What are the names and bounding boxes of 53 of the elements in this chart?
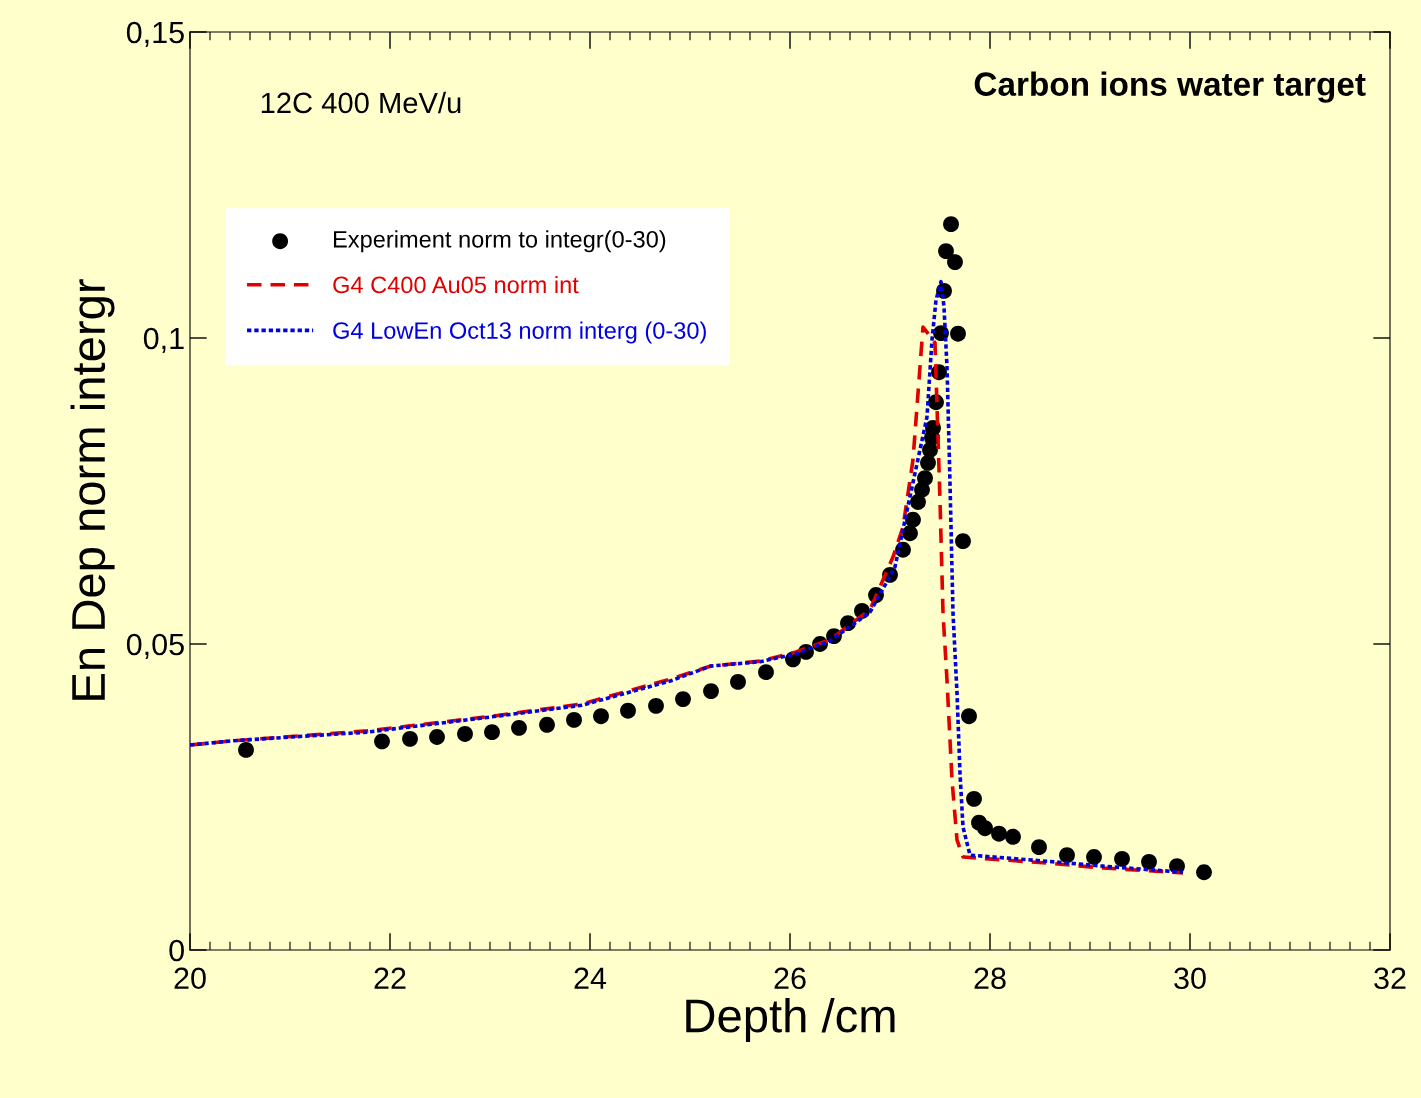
- point: [1059, 847, 1075, 864]
- x-axis-title: Depth /cm: [686, 997, 895, 1042]
- point: [905, 511, 921, 528]
- y-tick-label: 0: [169, 939, 184, 962]
- point: [566, 711, 582, 728]
- point: [730, 674, 746, 690]
- point: [920, 454, 936, 471]
- point: [238, 741, 254, 758]
- point: [991, 825, 1007, 842]
- point: [943, 216, 959, 233]
- point: [1086, 849, 1102, 865]
- annotation: 12C 400 MeV/u: [261, 91, 461, 114]
- point: [977, 820, 993, 837]
- point: [955, 533, 971, 550]
- point: [593, 708, 609, 725]
- point: [1031, 839, 1047, 856]
- point: [374, 733, 390, 750]
- point: [1141, 853, 1157, 870]
- x-tick-label: 26: [774, 967, 806, 990]
- point: [947, 254, 963, 271]
- point: [402, 730, 418, 747]
- y-tick-label: 0,15: [126, 21, 184, 47]
- point: [950, 325, 966, 342]
- x-tick-label: 22: [374, 967, 406, 989]
- point: [758, 664, 774, 681]
- x-tick-label: 28: [974, 967, 1006, 990]
- point: [648, 697, 664, 714]
- point: [457, 726, 473, 742]
- point: [675, 691, 691, 707]
- point: [620, 702, 636, 719]
- point: [539, 716, 555, 733]
- point: [703, 683, 719, 700]
- point: [484, 724, 500, 741]
- point: [511, 719, 527, 736]
- text: Carbon ions water target: [974, 71, 1366, 103]
- x-tick-label: 24: [574, 967, 607, 989]
- x-tick-label: 30: [1174, 967, 1206, 990]
- legend-label: Experiment norm to integr(0-30): [333, 230, 666, 253]
- point: [917, 470, 933, 487]
- legend-label: G4 LowEn Oct13 norm interg (0-30): [333, 321, 706, 344]
- point: [1005, 828, 1021, 845]
- point: [938, 243, 954, 260]
- y-tick-label: 0,05: [126, 633, 184, 659]
- point: [1114, 850, 1130, 867]
- legend-label: G4 C400 Au05 norm int: [333, 275, 579, 294]
- point: [961, 708, 977, 725]
- y-axis-title: En Dep norm intergr: [70, 279, 115, 700]
- x-tick-label: 32: [1374, 967, 1406, 990]
- y-tick-label: 0,1: [143, 327, 184, 353]
- x-tick-label: 20: [174, 967, 206, 990]
- point: [429, 729, 445, 745]
- point: [966, 790, 982, 807]
- point: [1196, 864, 1212, 881]
